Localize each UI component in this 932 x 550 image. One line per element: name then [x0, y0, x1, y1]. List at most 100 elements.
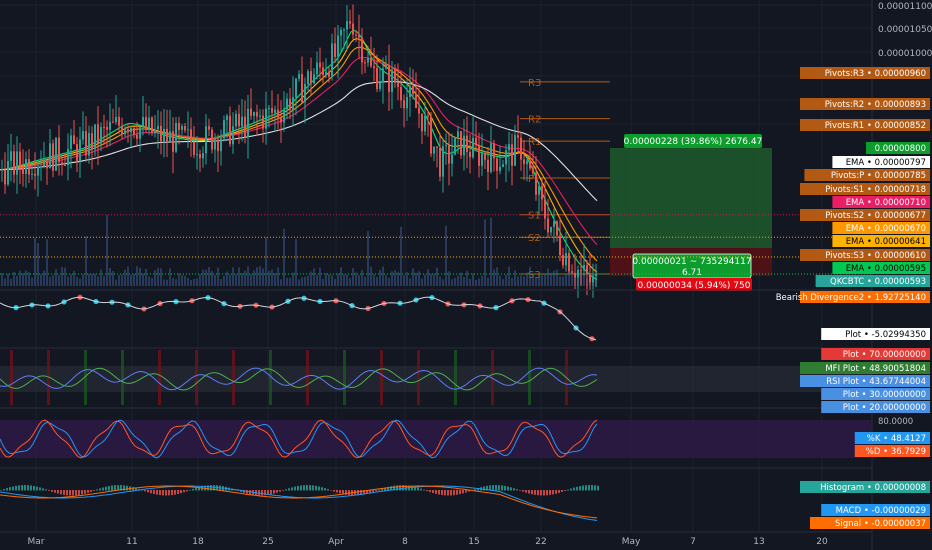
macd-histogram-bar: [42, 488, 44, 491]
macd-histogram-bar: [519, 490, 521, 491]
macd-histogram-bar: [393, 485, 395, 491]
candle-body: [220, 138, 222, 152]
volume-bar: [421, 278, 423, 286]
price-label-box: [821, 348, 930, 360]
macd-histogram-bar: [162, 490, 164, 496]
candle-body: [208, 126, 210, 130]
measure-mid-text-1: 0.00000021 ~ 735294117: [632, 257, 751, 267]
volume-bar: [562, 276, 564, 286]
price-label-box: [821, 328, 930, 340]
candle-body: [427, 115, 429, 117]
macd-histogram-bar: [108, 486, 110, 491]
price-label-box: [832, 222, 930, 234]
volume-bar: [253, 270, 255, 286]
candle-body: [355, 34, 357, 36]
time-tick: 22: [535, 537, 546, 547]
macd-histogram-bar: [591, 485, 593, 491]
candle-body: [121, 125, 123, 135]
macd-histogram-bar: [579, 486, 581, 491]
candle-body: [535, 173, 537, 195]
candle-body: [295, 78, 297, 98]
volume-bar: [286, 277, 288, 286]
candle-body: [580, 269, 582, 271]
candle-body: [181, 125, 183, 130]
macd-histogram-bar: [348, 490, 350, 496]
macd-histogram-bar: [549, 490, 551, 495]
volume-bar: [400, 226, 402, 286]
volume-bar: [244, 270, 246, 286]
volume-bar: [364, 276, 366, 286]
macd-histogram-bar: [495, 485, 497, 491]
candle-body: [130, 127, 132, 133]
candle-body: [64, 165, 66, 167]
candle-body: [499, 166, 501, 171]
macd-histogram-bar: [48, 490, 50, 491]
macd-histogram-bar: [192, 488, 194, 491]
price-label-box: [800, 209, 930, 221]
volume-bar: [265, 237, 267, 286]
macd-histogram-bar: [297, 485, 299, 491]
macd-histogram-bar: [513, 488, 515, 491]
volume-bar: [493, 269, 495, 286]
macd-histogram-bar: [555, 490, 557, 494]
candle-body: [175, 122, 177, 152]
signal-highlight: [491, 350, 494, 405]
price-label-text: Plot • 30.00000000: [843, 390, 926, 400]
volume-bar: [427, 269, 429, 286]
volume-bar: [313, 268, 315, 286]
volume-bar: [538, 275, 540, 286]
macd-histogram-bar: [84, 490, 86, 494]
volume-bar: [412, 268, 414, 286]
macd-histogram-bar: [456, 490, 458, 495]
macd-histogram-bar: [51, 490, 53, 492]
volume-bar: [442, 279, 444, 286]
candle-body: [214, 139, 216, 150]
candle-body: [334, 43, 336, 57]
volume-bar: [382, 266, 384, 286]
volume-bar: [532, 275, 534, 286]
oscillator-line: [0, 367, 598, 391]
time-tick: 20: [816, 537, 828, 547]
candle-body: [496, 158, 498, 171]
macd-histogram-bar: [63, 490, 65, 495]
candle-body: [31, 173, 33, 175]
price-label-text: Plot • 70.00000000: [843, 350, 926, 360]
candle-body: [538, 186, 540, 195]
macd-histogram-bar: [306, 485, 308, 491]
price-label-box: [800, 375, 930, 387]
measure-tool[interactable]: 0.00000228 (39.86%) 2676.47 0.00000021 ~…: [610, 134, 772, 291]
macd-histogram-bar: [546, 490, 548, 496]
pivot-name: R1: [528, 137, 541, 148]
volume-bar: [103, 276, 105, 286]
volume-bar: [349, 278, 351, 286]
macd-histogram-bar: [165, 490, 167, 496]
volume-bar: [385, 275, 387, 286]
macd-line: [0, 485, 598, 519]
macd-histogram-bar: [402, 485, 404, 491]
candle-body: [22, 166, 24, 174]
macd-histogram-bar: [186, 490, 188, 492]
candle-body: [532, 168, 534, 174]
time-tick: May: [622, 537, 641, 547]
candle-body: [397, 82, 399, 87]
macd-histogram-bar: [153, 490, 155, 494]
candle-body: [484, 153, 486, 160]
candle-body: [490, 143, 492, 173]
macd-histogram-bar: [102, 487, 104, 491]
candle-body: [547, 218, 549, 233]
macd-histogram-bar: [357, 490, 359, 496]
candle-body: [343, 29, 345, 31]
candle-body: [430, 116, 432, 154]
measure-mid-text-2: 6.71: [682, 268, 702, 278]
volume-bar: [487, 277, 489, 286]
candle-body: [406, 97, 408, 109]
candle-body: [229, 115, 231, 145]
candle-body: [421, 113, 423, 132]
candle-body: [118, 116, 120, 126]
candle-body: [259, 115, 261, 117]
price-label-text: MACD • -0.00000029: [836, 506, 926, 516]
candle-body: [7, 160, 9, 185]
volume-bar: [304, 276, 306, 286]
macd-histogram-bar: [534, 490, 536, 495]
